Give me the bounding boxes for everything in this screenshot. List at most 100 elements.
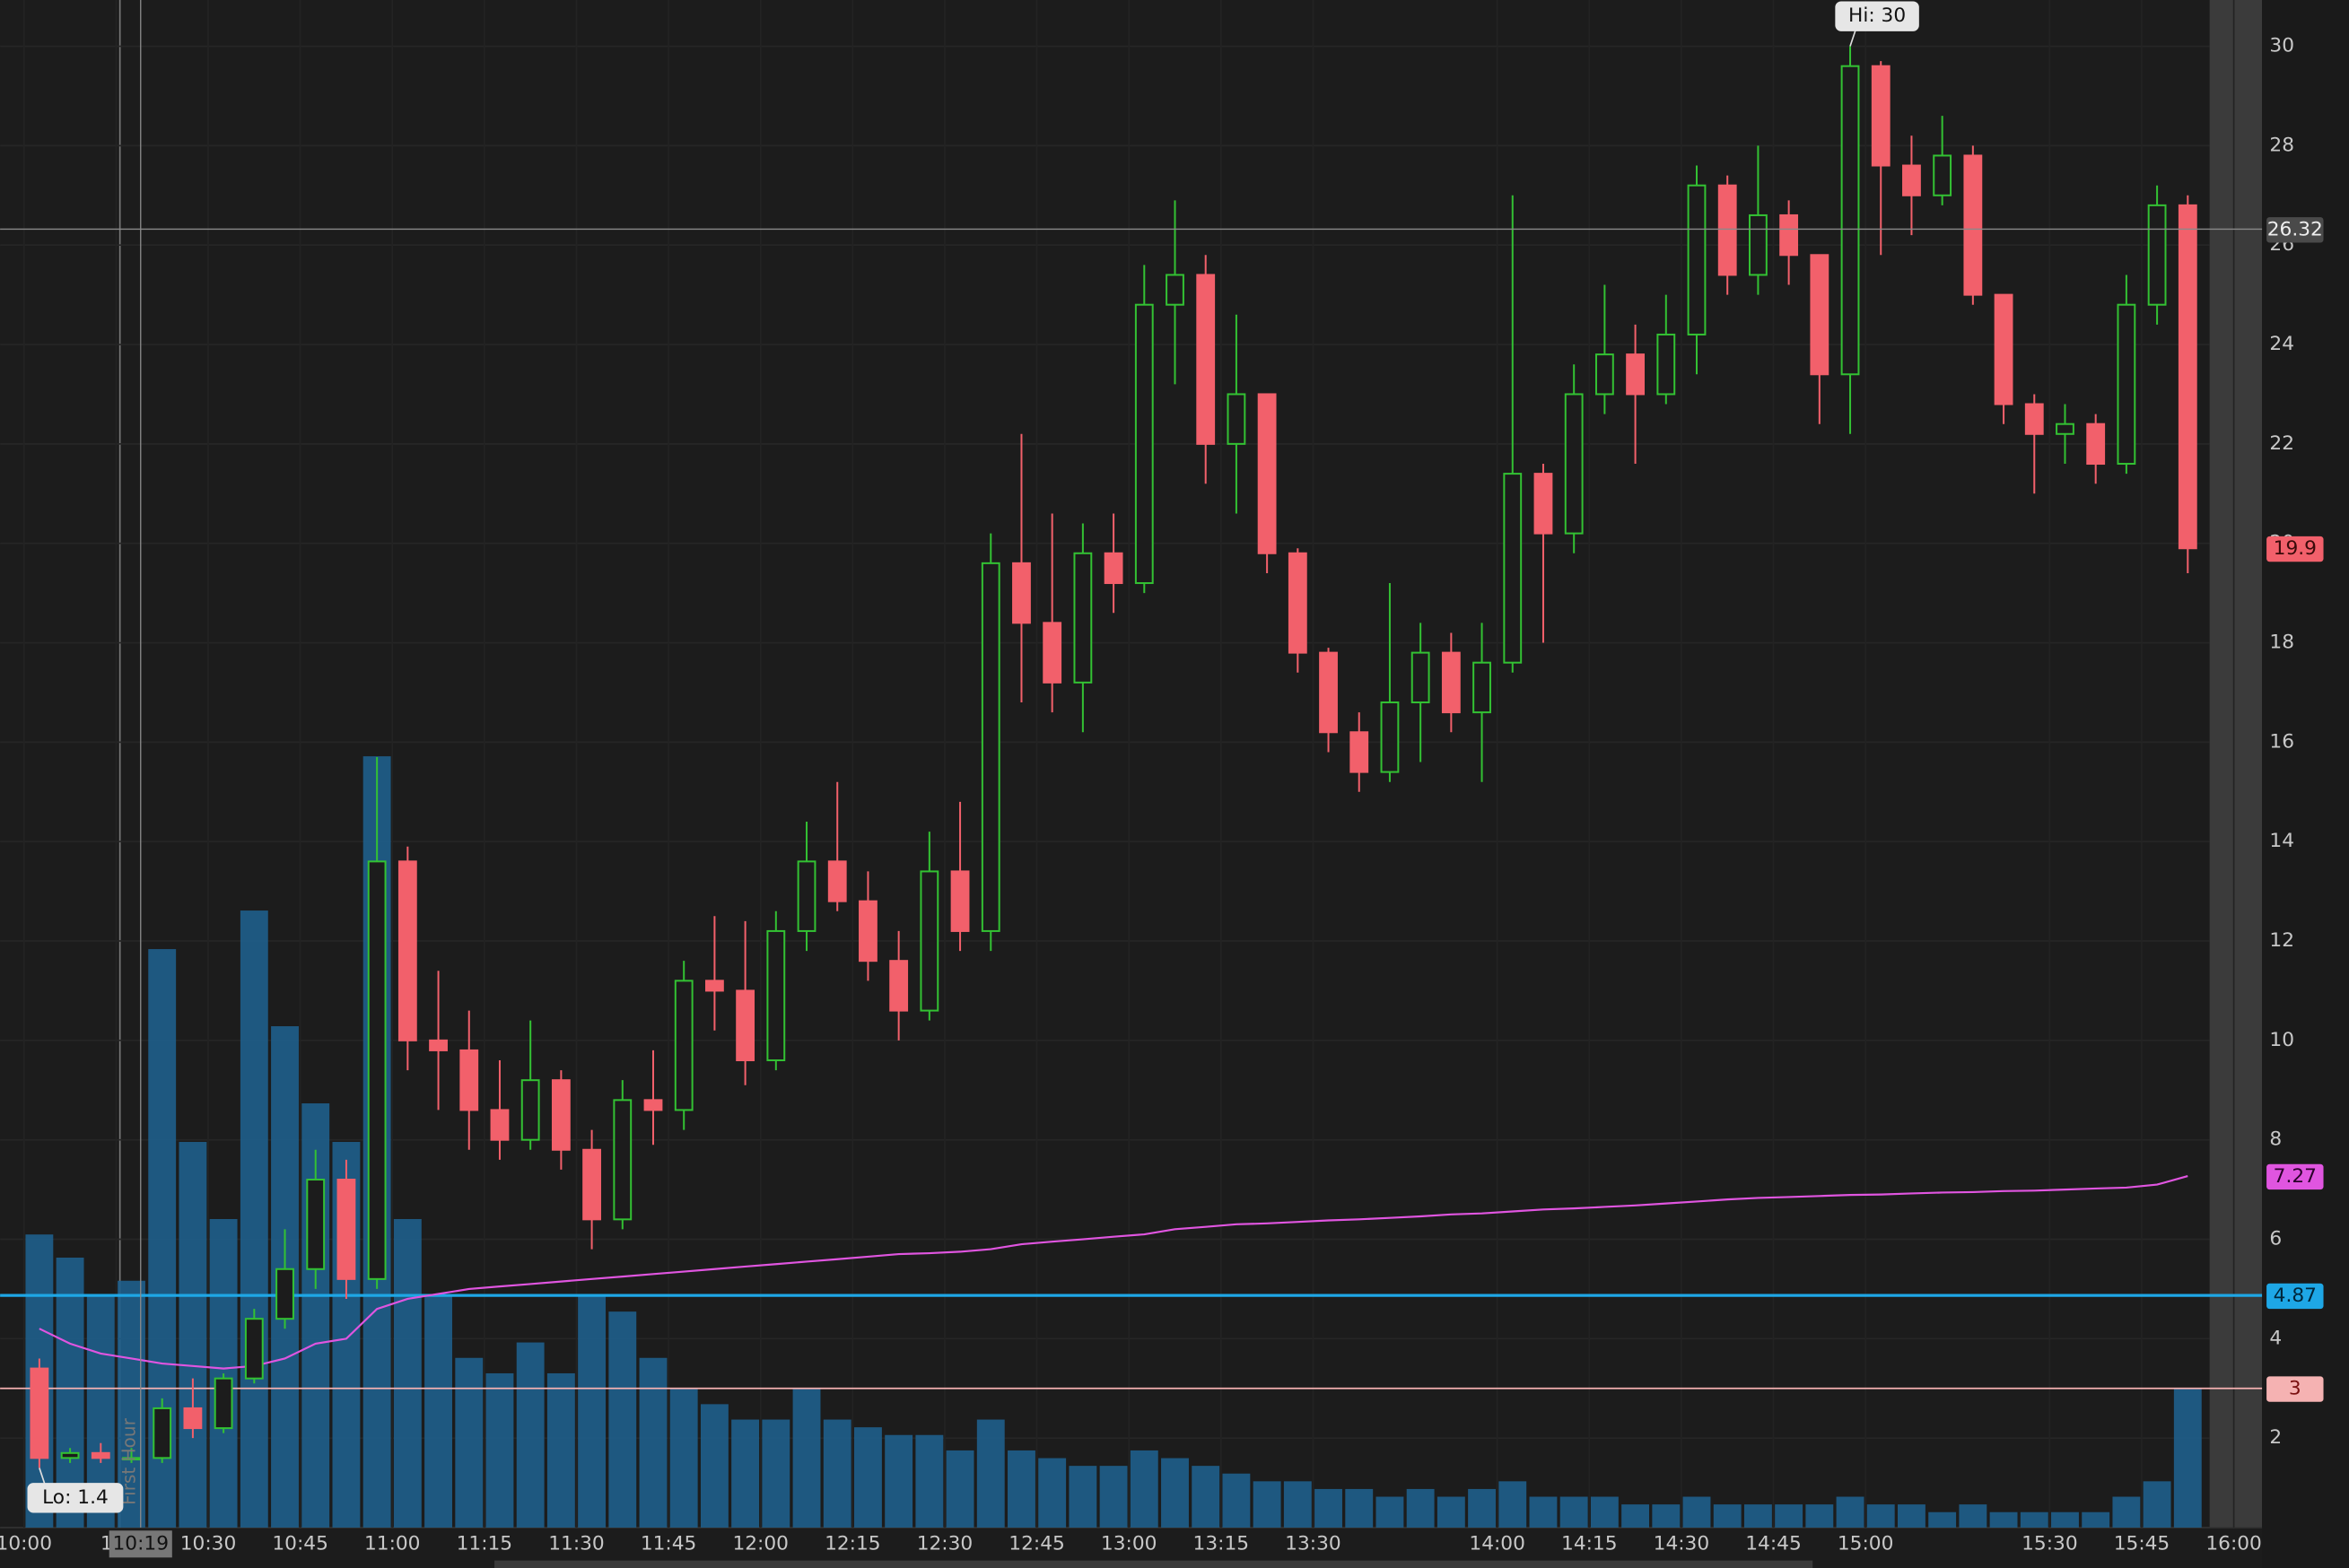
y-tick-label: 2 [2269, 1426, 2282, 1449]
volume-bar [516, 1342, 545, 1528]
volume-bar [762, 1419, 790, 1528]
volume-bar [179, 1142, 207, 1528]
annotation-box [27, 1483, 124, 1513]
candle-body [60, 1451, 80, 1459]
volume-bar [1682, 1496, 1711, 1528]
annotation-label: Lo: 1.4 [42, 1486, 109, 1509]
candle-body [1749, 213, 1768, 276]
candle-body [1043, 622, 1062, 684]
candle-body [1134, 303, 1154, 585]
candle-body [1902, 164, 1921, 196]
candle-body [1441, 651, 1461, 714]
candle-body [920, 870, 939, 1012]
candle-body [214, 1377, 233, 1430]
volume-bar [1099, 1466, 1128, 1528]
candle-body [429, 1039, 448, 1051]
volume-bar [823, 1419, 851, 1528]
volume-bar [1529, 1496, 1558, 1528]
candle-body [1533, 473, 1553, 535]
volume-bar [240, 910, 268, 1528]
scrollbar[interactable] [494, 1560, 1813, 1568]
candle-body [889, 960, 909, 1012]
annotation-box [1835, 1, 1919, 31]
volume-bar [2082, 1511, 2110, 1528]
volume-bar [1652, 1504, 1681, 1528]
price-box-label: 4.87 [2274, 1285, 2317, 1307]
annotation-label: Hi: 30 [1848, 4, 1906, 27]
price-box [2266, 217, 2324, 243]
x-tick-label: 12:30 [917, 1532, 974, 1555]
volume-bar [209, 1218, 238, 1528]
candle-body [1410, 651, 1430, 704]
x-tick-label: 10:45 [272, 1532, 328, 1555]
candle-body [459, 1049, 479, 1111]
y-tick-label: 16 [2269, 730, 2294, 753]
volume-bar [1222, 1473, 1251, 1528]
x-tick-label: 12:15 [825, 1532, 881, 1555]
volume-bar [1069, 1466, 1097, 1528]
candle-body [1288, 552, 1307, 654]
x-tick-label: 10:30 [180, 1532, 236, 1555]
crosshair-time: 10:19 [113, 1532, 170, 1555]
volume-bar [485, 1372, 514, 1528]
candle-body [336, 1179, 356, 1280]
volume-bar [1375, 1496, 1404, 1528]
candle-body [397, 860, 417, 1041]
y-tick-label: 24 [2269, 333, 2294, 355]
candle-body [1196, 274, 1216, 445]
y-tick-label: 28 [2269, 134, 2294, 156]
volume-bar [639, 1357, 668, 1528]
volume-bar [731, 1419, 760, 1528]
x-tick-label: 12:45 [1009, 1532, 1065, 1555]
volume-bar [1713, 1504, 1742, 1528]
candle-body [1349, 731, 1369, 773]
x-tick-label: 13:15 [1193, 1532, 1250, 1555]
annotation-pointer [1849, 28, 1857, 47]
candle-body [1840, 65, 1860, 376]
candle-body [153, 1407, 172, 1459]
candle-body [306, 1179, 326, 1270]
volume-bar [1959, 1504, 1987, 1528]
candle-body [1257, 393, 1277, 554]
volume-bar [1805, 1504, 1834, 1528]
candle-body [797, 860, 816, 932]
price-box [2266, 536, 2324, 562]
candle-body [2117, 303, 2136, 466]
x-tick-label: 11:45 [641, 1532, 696, 1555]
volume-bar [792, 1389, 821, 1528]
price-box [2266, 1376, 2324, 1402]
x-tick-label: 13:00 [1101, 1532, 1157, 1555]
volume-bar [976, 1419, 1005, 1528]
volume-bar [1008, 1450, 1035, 1528]
y-tick-label: 30 [2269, 35, 2294, 57]
candle-body [827, 860, 847, 902]
candle-body [1871, 65, 1891, 167]
volume-bar [608, 1311, 637, 1528]
crosshair-time-box [109, 1530, 172, 1558]
candle-body [1687, 184, 1707, 335]
volume-bar [424, 1295, 452, 1528]
volume-bar [1836, 1496, 1864, 1528]
volume-bar [1436, 1496, 1465, 1528]
candle-body [1564, 393, 1584, 535]
price-box-label: 7.27 [2274, 1165, 2317, 1188]
volume-bar [1192, 1466, 1220, 1528]
volume-bar [1314, 1488, 1342, 1528]
price-box [2266, 1283, 2324, 1310]
candle-body [1319, 651, 1338, 734]
candle-body [766, 929, 786, 1062]
candle-body [950, 870, 970, 932]
candle-body [1717, 184, 1737, 276]
candle-body [1626, 353, 1645, 396]
candle-body [1656, 333, 1676, 396]
volume-bar [885, 1434, 913, 1528]
candle-body [2086, 422, 2106, 466]
price-box [2266, 1163, 2324, 1190]
candle-body [2178, 204, 2197, 550]
candle-body [704, 980, 724, 992]
candle-body [1166, 274, 1184, 306]
x-tick-label: 13:30 [1285, 1532, 1341, 1555]
x-tick-label: 11:15 [457, 1532, 512, 1555]
volume-bar [915, 1434, 944, 1528]
y-tick-label: 12 [2269, 929, 2294, 952]
